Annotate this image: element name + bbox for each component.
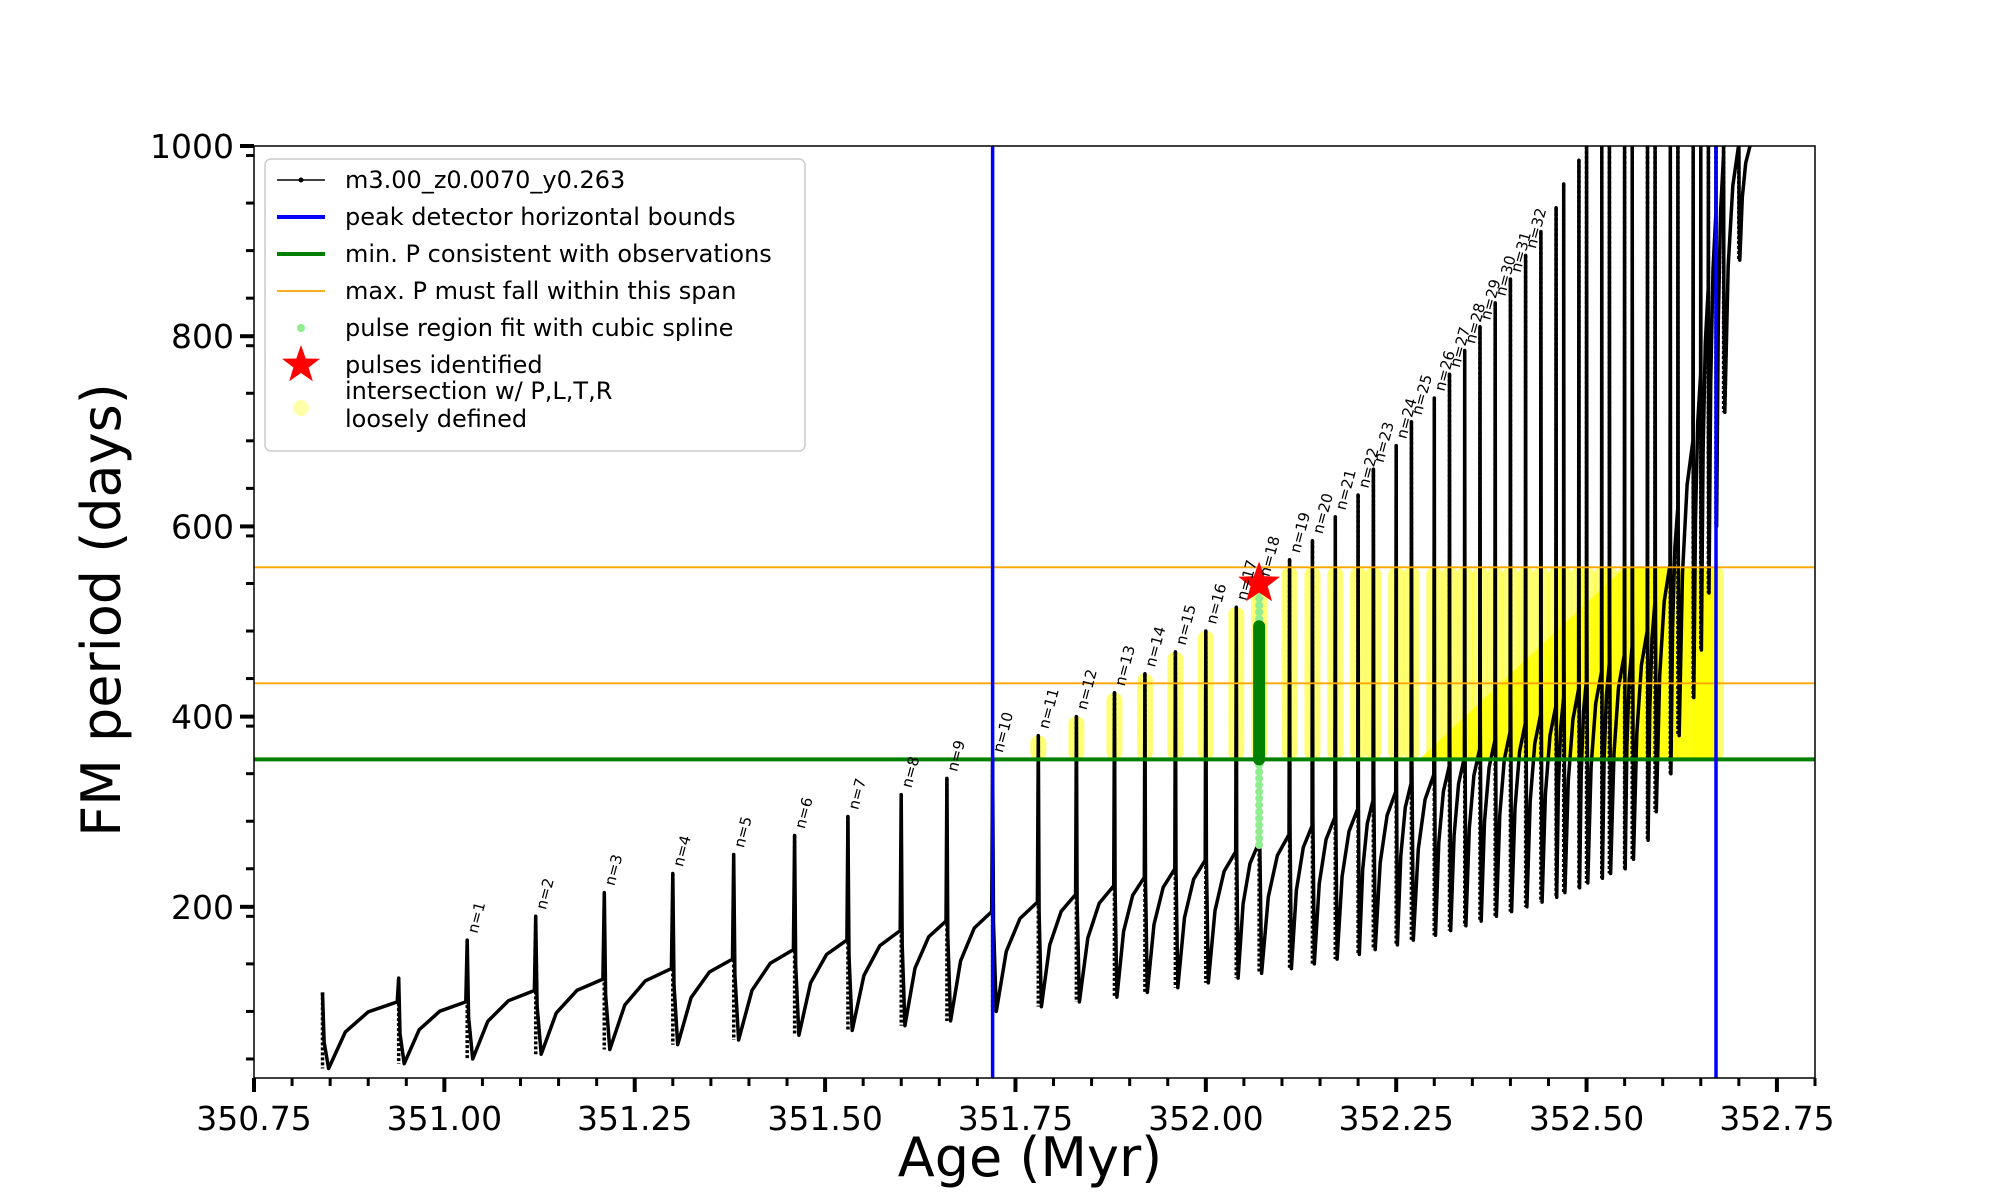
legend-label: pulses identified [345,351,543,379]
x-tick-label: 352.75 [1719,1099,1834,1138]
plot-clipped-group [254,146,1815,1078]
spline-point [1255,807,1264,816]
x-tick-label: 351.00 [387,1099,502,1138]
x-tick-label: 351.50 [767,1099,882,1138]
x-tick-label: 350.75 [196,1099,311,1138]
legend-label: intersection w/ P,L,T,R [345,377,612,405]
legend-handle-dot [297,324,305,332]
spline-point [1255,594,1264,603]
spline-point [1255,827,1264,836]
legend-label: pulse region fit with cubic spline [345,314,733,342]
spline-point [1255,608,1264,616]
legend-label: loosely defined [345,405,527,433]
legend-label: peak detector horizontal bounds [345,203,736,231]
spline-point [1255,834,1264,843]
x-tick-label: 351.75 [958,1099,1073,1138]
spline-point [1255,601,1264,610]
legend-handle-circle [293,400,309,416]
legend-box [264,158,806,452]
spline-point [1255,821,1264,830]
y-tick-label: 400 [171,698,234,737]
x-tick-label: 351.25 [577,1099,692,1138]
y-tick-label: 1000 [150,127,234,166]
x-tick-label: 352.50 [1529,1099,1644,1138]
spline-point [1255,801,1264,810]
spline-point [1255,794,1264,803]
legend-label: min. P consistent with observations [345,240,772,268]
spline-point [1255,787,1264,796]
spline-point [1255,814,1264,823]
spline-point [1255,841,1264,849]
plot-frame [253,145,1816,1079]
y-tick-label: 200 [171,888,234,927]
y-tick-label: 600 [171,507,234,546]
x-axis-label: Age (Myr) [898,1126,1163,1189]
spline-point [1255,781,1264,790]
legend-handle-dot [298,177,304,183]
y-tick-label: 800 [171,317,234,356]
legend-label: max. P must fall within this span [345,277,736,305]
axes: 350.75 351.00 351.25 351.50 351.75 352.00 352.… [150,127,1835,1138]
y-axis-label: FM period (days) [70,383,133,837]
spline-point [1255,774,1264,783]
identified-pulse-star [1238,561,1281,602]
plot-area: n=1n=2n=3n=4n=5n=6n=7n=8 n=9n=10n=11 n=12n… [254,146,1815,1078]
x-tick-label: 352.00 [1148,1099,1263,1138]
legend-handle-star [282,345,320,382]
x-tick-label: 352.25 [1338,1099,1453,1138]
legend-label: m3.00_z0.0070_y0.263 [345,166,625,194]
spline-point [1255,767,1264,776]
